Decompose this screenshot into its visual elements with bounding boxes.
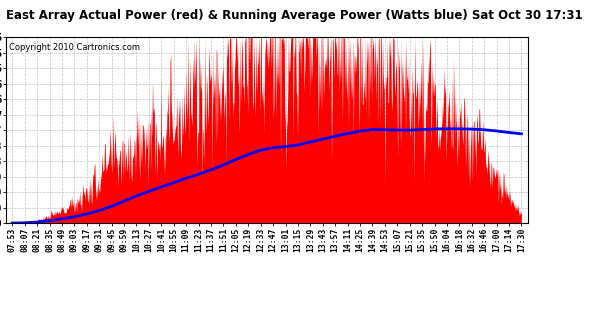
Text: East Array Actual Power (red) & Running Average Power (Watts blue) Sat Oct 30 17: East Array Actual Power (red) & Running … xyxy=(6,9,583,22)
Text: Copyright 2010 Cartronics.com: Copyright 2010 Cartronics.com xyxy=(9,43,140,52)
